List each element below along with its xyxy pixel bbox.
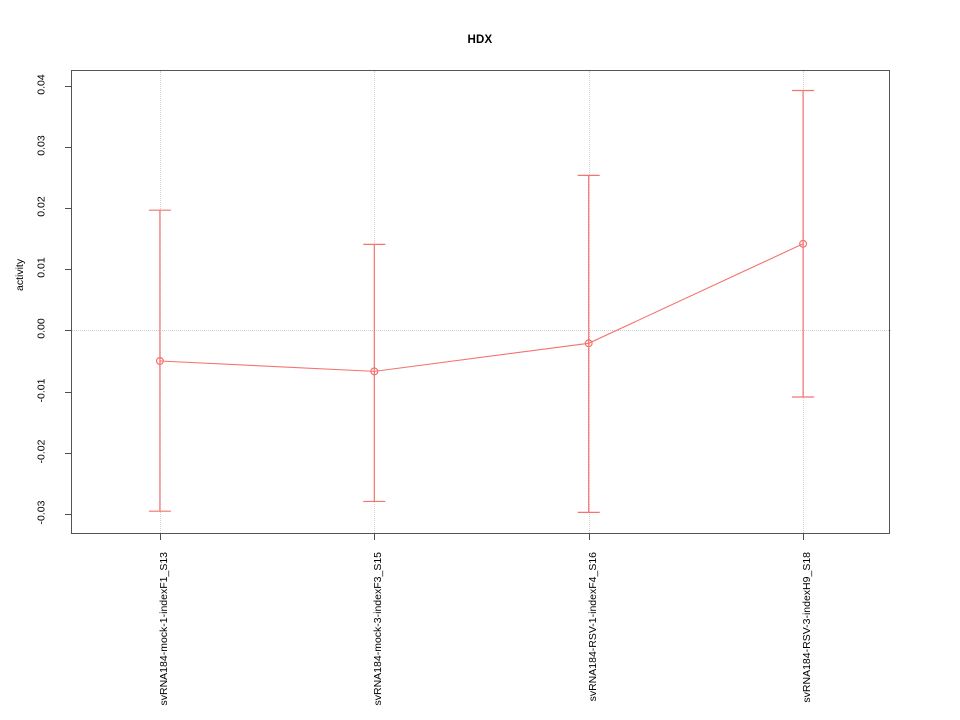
series-line bbox=[159, 243, 804, 372]
y-axis-label: activity bbox=[14, 258, 26, 291]
y-tick-label: 0.00 bbox=[35, 318, 48, 340]
x-tick-label: svRNA184-RSV-1-indexF4_S16 bbox=[586, 552, 599, 702]
gridline-zero bbox=[72, 330, 891, 332]
data-series-layer bbox=[72, 71, 891, 535]
data-point-marker bbox=[799, 239, 808, 248]
y-tick-label: -0.02 bbox=[35, 439, 48, 464]
y-tick-label: -0.03 bbox=[35, 500, 48, 525]
y-tick-mark bbox=[65, 452, 72, 454]
plot-area bbox=[65, 70, 891, 540]
y-tick-mark bbox=[65, 147, 72, 149]
x-tick-mark bbox=[374, 533, 376, 540]
data-point-marker bbox=[584, 339, 593, 348]
y-tick-label: 0.04 bbox=[35, 74, 48, 95]
x-tick-label: svRNA184-mock-1-indexF1_S13 bbox=[157, 552, 170, 706]
y-tick-label: 0.03 bbox=[35, 135, 48, 157]
x-tick-label: svRNA184-RSV-3-indexH9_S18 bbox=[801, 552, 814, 703]
y-tick-label: 0.02 bbox=[35, 196, 48, 218]
x-tick-label: svRNA184-mock-3-indexF3_S15 bbox=[372, 552, 385, 706]
data-point-marker bbox=[155, 357, 164, 366]
x-tick-mark bbox=[159, 533, 161, 540]
data-point-marker bbox=[370, 367, 379, 376]
series-activity bbox=[148, 89, 815, 514]
chart-title: HDX bbox=[467, 34, 493, 46]
y-tick-label: 0.01 bbox=[35, 257, 48, 279]
y-tick-mark bbox=[65, 86, 72, 88]
x-tick-mark bbox=[803, 533, 805, 540]
y-tick-label: -0.01 bbox=[35, 378, 48, 402]
x-tick-mark bbox=[588, 533, 590, 540]
y-tick-mark bbox=[65, 330, 72, 332]
y-tick-mark bbox=[65, 269, 72, 271]
y-tick-mark bbox=[65, 391, 72, 393]
y-tick-mark bbox=[65, 208, 72, 210]
y-tick-mark bbox=[65, 513, 72, 515]
